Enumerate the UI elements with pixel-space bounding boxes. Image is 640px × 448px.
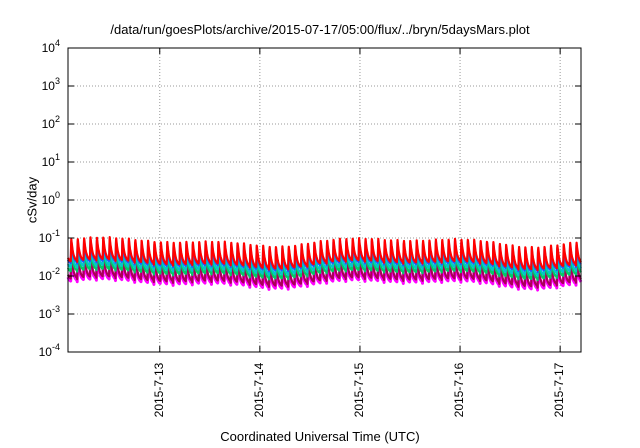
y-tick-label: 102 xyxy=(20,114,60,131)
y-tick-label: 100 xyxy=(20,190,60,207)
y-tick-exponent: -4 xyxy=(51,342,60,352)
y-tick-exponent: 0 xyxy=(54,190,60,200)
series-line xyxy=(66,246,582,282)
y-tick-label: 101 xyxy=(20,152,60,169)
chart-title: /data/run/goesPlots/archive/2015-07-17/0… xyxy=(110,22,530,37)
y-tick-exponent: -2 xyxy=(51,266,60,276)
y-tick-exponent: 4 xyxy=(54,38,60,48)
tick-marks xyxy=(68,47,581,353)
series-line xyxy=(67,243,582,278)
series-line xyxy=(66,250,582,289)
y-tick-base: 10 xyxy=(38,269,52,283)
y-tick-base: 10 xyxy=(41,79,55,93)
grid xyxy=(68,48,581,352)
y-tick-label: 10-2 xyxy=(20,266,60,283)
y-tick-base: 10 xyxy=(38,307,52,321)
x-tick-label: 2015-7-14 xyxy=(251,362,266,418)
y-tick-exponent: 3 xyxy=(54,76,60,86)
plot-frame xyxy=(67,47,582,353)
y-tick-base: 10 xyxy=(41,41,55,55)
series-layer xyxy=(66,236,583,292)
y-tick-exponent: 1 xyxy=(54,152,60,162)
y-tick-base: 10 xyxy=(41,193,55,207)
y-tick-base: 10 xyxy=(38,345,52,359)
y-tick-base: 10 xyxy=(41,155,55,169)
y-tick-label: 10-3 xyxy=(20,304,60,321)
x-tick-label: 2015-7-13 xyxy=(151,362,166,418)
y-tick-exponent: -3 xyxy=(51,304,60,314)
y-tick-base: 10 xyxy=(38,231,52,245)
y-tick-exponent: 2 xyxy=(54,114,60,124)
y-tick-label: 103 xyxy=(20,76,60,93)
y-tick-label: 10-4 xyxy=(20,342,60,359)
y-tick-label: 10-1 xyxy=(20,228,60,245)
series-line xyxy=(66,236,582,272)
x-axis-label: Coordinated Universal Time (UTC) xyxy=(220,429,420,444)
x-tick-label: 2015-7-17 xyxy=(552,362,567,418)
y-tick-label: 104 xyxy=(20,38,60,55)
y-tick-base: 10 xyxy=(41,117,55,131)
x-tick-label: 2015-7-16 xyxy=(452,362,467,418)
x-tick-label: 2015-7-15 xyxy=(351,362,366,418)
y-tick-exponent: -1 xyxy=(51,228,60,238)
